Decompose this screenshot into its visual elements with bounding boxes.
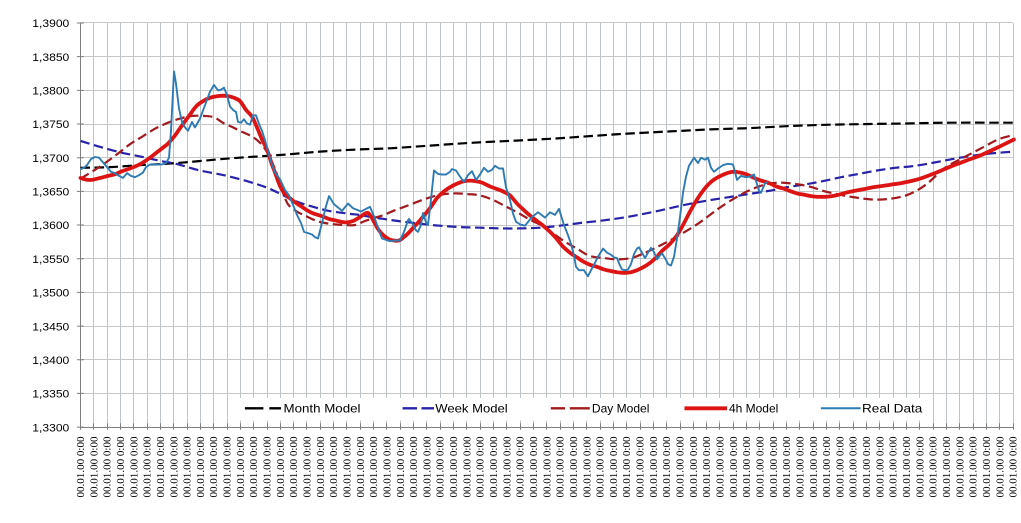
svg-text:00.01.00 0:00: 00.01.00 0:00 bbox=[475, 436, 487, 497]
svg-text:00.01.00 0:00: 00.01.00 0:00 bbox=[315, 436, 327, 497]
svg-text:1,3300: 1,3300 bbox=[32, 422, 69, 434]
svg-text:00.01.00 0:00: 00.01.00 0:00 bbox=[741, 436, 753, 497]
svg-text:00.01.00 0:00: 00.01.00 0:00 bbox=[954, 436, 966, 497]
svg-text:00.01.00 0:00: 00.01.00 0:00 bbox=[555, 436, 567, 497]
svg-text:00.01.00 0:00: 00.01.00 0:00 bbox=[994, 436, 1006, 497]
svg-text:00.01.00 0:00: 00.01.00 0:00 bbox=[928, 436, 940, 497]
svg-text:00.01.00 0:00: 00.01.00 0:00 bbox=[515, 436, 527, 497]
svg-text:1,3400: 1,3400 bbox=[32, 355, 69, 367]
svg-text:00.01.00 0:00: 00.01.00 0:00 bbox=[301, 436, 313, 497]
svg-text:00.01.00 0:00: 00.01.00 0:00 bbox=[541, 436, 553, 497]
svg-text:00.01.00 0:00: 00.01.00 0:00 bbox=[754, 436, 766, 497]
svg-text:00.01.00 0:00: 00.01.00 0:00 bbox=[688, 436, 700, 497]
svg-text:00.01.00 0:00: 00.01.00 0:00 bbox=[328, 436, 340, 497]
svg-text:00.01.00 0:00: 00.01.00 0:00 bbox=[448, 436, 460, 497]
svg-text:00.01.00 0:00: 00.01.00 0:00 bbox=[421, 436, 433, 497]
svg-text:1,3600: 1,3600 bbox=[32, 220, 69, 232]
svg-text:00.01.00 0:00: 00.01.00 0:00 bbox=[408, 436, 420, 497]
svg-text:00.01.00 0:00: 00.01.00 0:00 bbox=[874, 436, 886, 497]
svg-text:00.01.00 0:00: 00.01.00 0:00 bbox=[355, 436, 367, 497]
svg-text:00.01.00 0:00: 00.01.00 0:00 bbox=[941, 436, 953, 497]
svg-text:00.01.00 0:00: 00.01.00 0:00 bbox=[701, 436, 713, 497]
svg-text:00.01.00 0:00: 00.01.00 0:00 bbox=[914, 436, 926, 497]
svg-text:00.01.00 0:00: 00.01.00 0:00 bbox=[222, 436, 234, 497]
svg-text:00.01.00 0:00: 00.01.00 0:00 bbox=[115, 436, 127, 497]
svg-text:Real Data: Real Data bbox=[862, 402, 923, 416]
svg-text:00.01.00 0:00: 00.01.00 0:00 bbox=[608, 436, 620, 497]
svg-text:00.01.00 0:00: 00.01.00 0:00 bbox=[661, 436, 673, 497]
svg-text:00.01.00 0:00: 00.01.00 0:00 bbox=[142, 436, 154, 497]
svg-text:00.01.00 0:00: 00.01.00 0:00 bbox=[461, 436, 473, 497]
svg-text:00.01.00 0:00: 00.01.00 0:00 bbox=[488, 436, 500, 497]
svg-text:00.01.00 0:00: 00.01.00 0:00 bbox=[75, 436, 87, 497]
svg-text:00.01.00 0:00: 00.01.00 0:00 bbox=[768, 436, 780, 497]
svg-text:00.01.00 0:00: 00.01.00 0:00 bbox=[435, 436, 447, 497]
svg-text:00.01.00 0:00: 00.01.00 0:00 bbox=[728, 436, 740, 497]
svg-text:00.01.00 0:00: 00.01.00 0:00 bbox=[581, 436, 593, 497]
svg-text:1,3350: 1,3350 bbox=[32, 389, 69, 401]
svg-text:Week Model: Week Model bbox=[435, 402, 507, 416]
svg-text:00.01.00 0:00: 00.01.00 0:00 bbox=[262, 436, 274, 497]
svg-text:00.01.00 0:00: 00.01.00 0:00 bbox=[648, 436, 660, 497]
svg-text:00.01.00 0:00: 00.01.00 0:00 bbox=[501, 436, 513, 497]
svg-text:00.01.00 0:00: 00.01.00 0:00 bbox=[901, 436, 913, 497]
svg-text:00.01.00 0:00: 00.01.00 0:00 bbox=[635, 436, 647, 497]
svg-text:Month Model: Month Model bbox=[284, 402, 361, 416]
svg-text:1,3550: 1,3550 bbox=[32, 254, 69, 266]
svg-text:00.01.00 0:00: 00.01.00 0:00 bbox=[848, 436, 860, 497]
svg-text:1,3650: 1,3650 bbox=[32, 187, 69, 199]
svg-text:00.01.00 0:00: 00.01.00 0:00 bbox=[888, 436, 900, 497]
svg-text:00.01.00 0:00: 00.01.00 0:00 bbox=[808, 436, 820, 497]
svg-text:1,3700: 1,3700 bbox=[32, 153, 69, 165]
svg-text:1,3500: 1,3500 bbox=[32, 288, 69, 300]
svg-text:00.01.00 0:00: 00.01.00 0:00 bbox=[195, 436, 207, 497]
svg-text:1,3800: 1,3800 bbox=[32, 86, 69, 98]
svg-text:1,3750: 1,3750 bbox=[32, 119, 69, 131]
svg-text:1,3850: 1,3850 bbox=[32, 52, 69, 64]
svg-text:00.01.00 0:00: 00.01.00 0:00 bbox=[715, 436, 727, 497]
svg-text:00.01.00 0:00: 00.01.00 0:00 bbox=[155, 436, 167, 497]
svg-text:00.01.00 0:00: 00.01.00 0:00 bbox=[675, 436, 687, 497]
svg-text:00.01.00 0:00: 00.01.00 0:00 bbox=[1008, 436, 1020, 497]
svg-text:00.01.00 0:00: 00.01.00 0:00 bbox=[981, 436, 993, 497]
svg-text:00.01.00 0:00: 00.01.00 0:00 bbox=[235, 436, 247, 497]
svg-text:00.01.00 0:00: 00.01.00 0:00 bbox=[341, 436, 353, 497]
svg-text:00.01.00 0:00: 00.01.00 0:00 bbox=[248, 436, 260, 497]
svg-text:1,3450: 1,3450 bbox=[32, 321, 69, 333]
svg-text:00.01.00 0:00: 00.01.00 0:00 bbox=[381, 436, 393, 497]
svg-text:00.01.00 0:00: 00.01.00 0:00 bbox=[781, 436, 793, 497]
svg-text:00.01.00 0:00: 00.01.00 0:00 bbox=[128, 436, 140, 497]
svg-text:Day Model: Day Model bbox=[592, 402, 650, 416]
svg-text:00.01.00 0:00: 00.01.00 0:00 bbox=[275, 436, 287, 497]
svg-text:00.01.00 0:00: 00.01.00 0:00 bbox=[208, 436, 220, 497]
svg-text:00.01.00 0:00: 00.01.00 0:00 bbox=[182, 436, 194, 497]
svg-text:00.01.00 0:00: 00.01.00 0:00 bbox=[288, 436, 300, 497]
svg-text:00.01.00 0:00: 00.01.00 0:00 bbox=[568, 436, 580, 497]
svg-text:00.01.00 0:00: 00.01.00 0:00 bbox=[168, 436, 180, 497]
svg-text:00.01.00 0:00: 00.01.00 0:00 bbox=[368, 436, 380, 497]
svg-text:00.01.00 0:00: 00.01.00 0:00 bbox=[395, 436, 407, 497]
svg-text:00.01.00 0:00: 00.01.00 0:00 bbox=[861, 436, 873, 497]
svg-text:00.01.00 0:00: 00.01.00 0:00 bbox=[88, 436, 100, 497]
svg-text:00.01.00 0:00: 00.01.00 0:00 bbox=[794, 436, 806, 497]
svg-text:4h Model: 4h Model bbox=[729, 402, 778, 416]
svg-text:00.01.00 0:00: 00.01.00 0:00 bbox=[834, 436, 846, 497]
svg-text:00.01.00 0:00: 00.01.00 0:00 bbox=[102, 436, 114, 497]
svg-text:00.01.00 0:00: 00.01.00 0:00 bbox=[821, 436, 833, 497]
svg-text:1,3900: 1,3900 bbox=[32, 18, 69, 30]
svg-text:00.01.00 0:00: 00.01.00 0:00 bbox=[595, 436, 607, 497]
svg-text:00.01.00 0:00: 00.01.00 0:00 bbox=[968, 436, 980, 497]
svg-text:00.01.00 0:00: 00.01.00 0:00 bbox=[528, 436, 540, 497]
svg-text:00.01.00 0:00: 00.01.00 0:00 bbox=[621, 436, 633, 497]
